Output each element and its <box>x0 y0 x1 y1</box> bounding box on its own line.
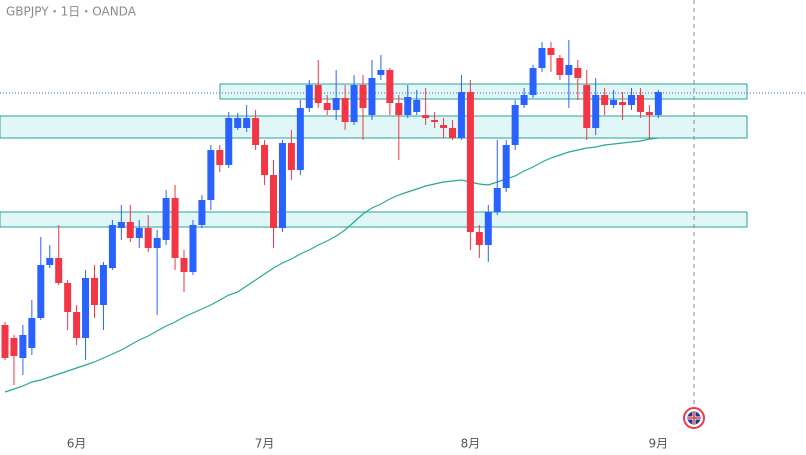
candle-body <box>601 95 609 105</box>
candle-body <box>457 92 465 138</box>
moving-average <box>4 137 659 393</box>
candle-body <box>636 95 644 112</box>
candle-body <box>475 232 483 245</box>
candle-body <box>413 100 421 112</box>
candle-body <box>610 100 618 105</box>
candle-body <box>529 68 537 95</box>
candle-body <box>323 103 331 110</box>
candle-body <box>305 85 313 108</box>
candle-body <box>466 92 474 232</box>
candle-body <box>440 125 448 128</box>
x-tick-label: 9月 <box>649 437 669 451</box>
candle-body <box>592 95 600 128</box>
candle-body <box>243 118 251 128</box>
candle-body <box>278 143 286 228</box>
candle-body <box>10 338 18 356</box>
candle-body <box>73 312 81 338</box>
zone <box>0 115 748 139</box>
candle-body <box>511 105 519 145</box>
candle-body <box>287 143 295 170</box>
candle-body <box>484 212 492 245</box>
candle-body <box>538 48 546 68</box>
candle-body <box>162 198 170 240</box>
zone <box>219 83 748 100</box>
candle-body <box>46 258 54 265</box>
candle-body <box>207 150 215 200</box>
candle-body <box>261 145 269 175</box>
candle-body <box>296 108 304 170</box>
candle-body <box>619 102 627 105</box>
candle-body <box>126 222 134 238</box>
candle-body <box>189 225 197 272</box>
candle-body <box>64 283 72 312</box>
candle-body <box>565 65 573 75</box>
candle-body <box>37 265 45 318</box>
candle-body <box>493 188 501 212</box>
candle-body <box>99 265 107 305</box>
candle-body <box>583 85 591 128</box>
candle-body <box>359 85 367 108</box>
chart-title: GBPJPY・1日・OANDA <box>6 5 137 19</box>
candle-body <box>91 278 98 305</box>
candle-body <box>547 48 555 55</box>
candle-body <box>449 128 456 138</box>
candle-body <box>1 325 9 358</box>
x-tick-label: 6月 <box>67 437 87 451</box>
candle-body <box>153 238 161 248</box>
candle-body <box>645 112 653 115</box>
candle-body <box>404 97 412 115</box>
candle-body <box>117 222 125 228</box>
x-tick-label: 7月 <box>255 437 275 451</box>
candle-body <box>225 118 233 165</box>
candle-body <box>654 92 662 115</box>
candle-body <box>82 278 90 338</box>
candle-body <box>270 175 277 228</box>
candle-body <box>234 118 242 128</box>
candle-body <box>198 200 206 225</box>
candle-body <box>144 228 152 248</box>
candle-body <box>180 258 188 272</box>
candle-body <box>556 58 564 75</box>
candle-body <box>350 85 358 122</box>
candle-body <box>314 85 322 103</box>
candle-body <box>628 95 635 105</box>
candle-body <box>19 335 27 358</box>
candle-body <box>216 150 224 165</box>
candle-body <box>332 98 340 110</box>
candle-body <box>377 70 385 75</box>
zone <box>0 211 748 228</box>
candle-body <box>108 225 116 268</box>
candle-body <box>395 103 403 115</box>
candle-body <box>520 95 528 105</box>
candle-body <box>422 115 430 118</box>
candle-body <box>252 118 260 145</box>
candle-body <box>28 318 36 348</box>
candle-body <box>341 98 349 122</box>
candle-body <box>135 228 143 238</box>
candle-body <box>368 78 376 115</box>
x-tick-label: 8月 <box>461 437 481 451</box>
flag-icon <box>683 407 705 429</box>
candle-body <box>574 68 582 78</box>
candle-body <box>171 198 179 258</box>
candle-body <box>55 258 63 283</box>
candle-body <box>502 145 510 188</box>
candle-body <box>386 70 394 103</box>
candle-body <box>431 120 439 122</box>
